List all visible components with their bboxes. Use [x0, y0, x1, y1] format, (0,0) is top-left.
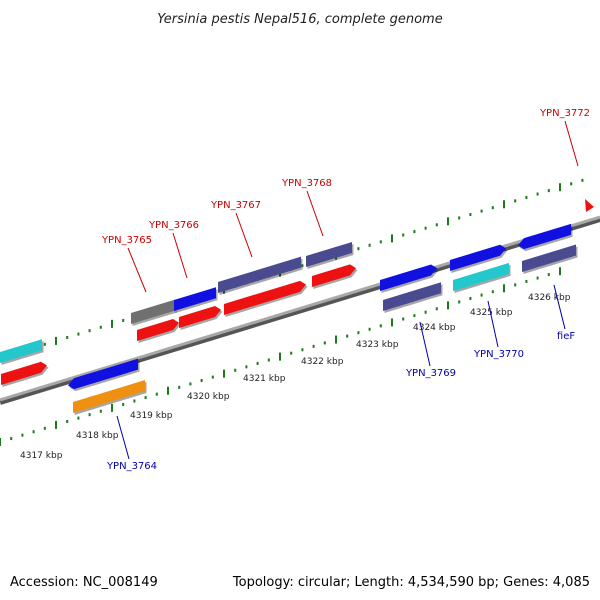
gene-arrow	[312, 264, 356, 287]
gene-labels: YPN_3765 YPN_3766 YPN_3767 YPN_3768 YPN_3772…	[101, 108, 590, 472]
kbp-labels: 4317 kbp 4318 kbp 4319 kbp 4320 kbp 4321 kbp…	[20, 293, 571, 461]
gene-feature	[306, 241, 354, 269]
gene-arrow	[174, 287, 216, 311]
label-leader-line	[553, 284, 566, 330]
gene-label: YPN_3764	[106, 461, 157, 472]
gene-arrow	[453, 262, 509, 291]
kbp-label: 4317 kbp	[20, 451, 63, 461]
gene-arrow	[450, 244, 506, 271]
kbp-label: 4326 kbp	[528, 293, 571, 303]
kbp-label: 4322 kbp	[301, 357, 344, 367]
gene-label: YPN_3767	[210, 200, 261, 211]
genome-summary-text: Topology: circular; Length: 4,534,590 bp…	[232, 575, 590, 590]
gene-feature	[380, 264, 439, 293]
label-leader-line	[419, 321, 431, 367]
gene-arrow	[73, 380, 145, 413]
gene-feature	[174, 287, 218, 313]
gene-features	[0, 199, 594, 415]
gene-feature	[383, 282, 443, 313]
gene-feature	[518, 223, 573, 252]
gene-arrow	[68, 358, 138, 390]
gene-label: YPN_3768	[281, 178, 332, 189]
gene-label: YPN_3769	[405, 368, 456, 379]
gene-arrow	[518, 223, 571, 250]
kbp-label: 4320 kbp	[187, 392, 230, 402]
gene-label: YPN_3766	[148, 220, 199, 231]
gene-arrow	[218, 256, 301, 293]
label-leader-line	[306, 190, 324, 237]
label-leader-line	[127, 247, 147, 293]
kbp-label: 4323 kbp	[356, 340, 399, 350]
gene-label: YPN_3765	[101, 235, 152, 246]
gene-arrow	[522, 244, 576, 272]
gene-arrow	[137, 319, 179, 341]
label-leader-line	[172, 232, 188, 279]
gene-feature	[312, 264, 358, 289]
gene-feature	[131, 299, 177, 326]
gene-feature	[522, 244, 578, 274]
gene-arrow	[306, 241, 352, 267]
label-leader-line	[116, 415, 130, 460]
map-title: Yersinia pestis Nepal516, complete genom…	[157, 12, 442, 27]
kbp-label: 4324 kbp	[413, 323, 456, 333]
gene-label: YPN_3770	[473, 349, 524, 360]
label-leader-line	[487, 300, 499, 348]
gene-label: YPN_3772	[539, 108, 590, 119]
kbp-label: 4319 kbp	[130, 411, 173, 421]
gene-feature	[0, 339, 44, 365]
gene-feature	[1, 361, 49, 387]
gene-arrow	[224, 280, 306, 315]
label-leader-line	[564, 120, 579, 167]
gene-arrow	[179, 306, 221, 328]
gene-arrow	[383, 282, 441, 311]
gene-feature	[137, 319, 181, 343]
label-leader-line	[235, 212, 253, 258]
gene-marker	[585, 199, 594, 212]
gene-label: fieF	[557, 331, 575, 342]
gene-arrow	[380, 264, 437, 291]
gene-feature	[450, 244, 508, 273]
gene-feature	[224, 280, 308, 317]
gene-arrow	[131, 299, 175, 324]
gene-arrow	[0, 339, 42, 363]
gene-feature	[179, 306, 223, 330]
kbp-label: 4318 kbp	[76, 431, 119, 441]
gene-feature	[453, 262, 511, 293]
kbp-label: 4325 kbp	[470, 308, 513, 318]
gene-arrow	[1, 361, 47, 385]
gene-feature	[218, 256, 303, 295]
gene-feature	[73, 380, 147, 415]
accession-text: Accession: NC_008149	[10, 575, 158, 590]
kbp-label: 4321 kbp	[243, 374, 286, 384]
gene-feature	[68, 358, 140, 392]
